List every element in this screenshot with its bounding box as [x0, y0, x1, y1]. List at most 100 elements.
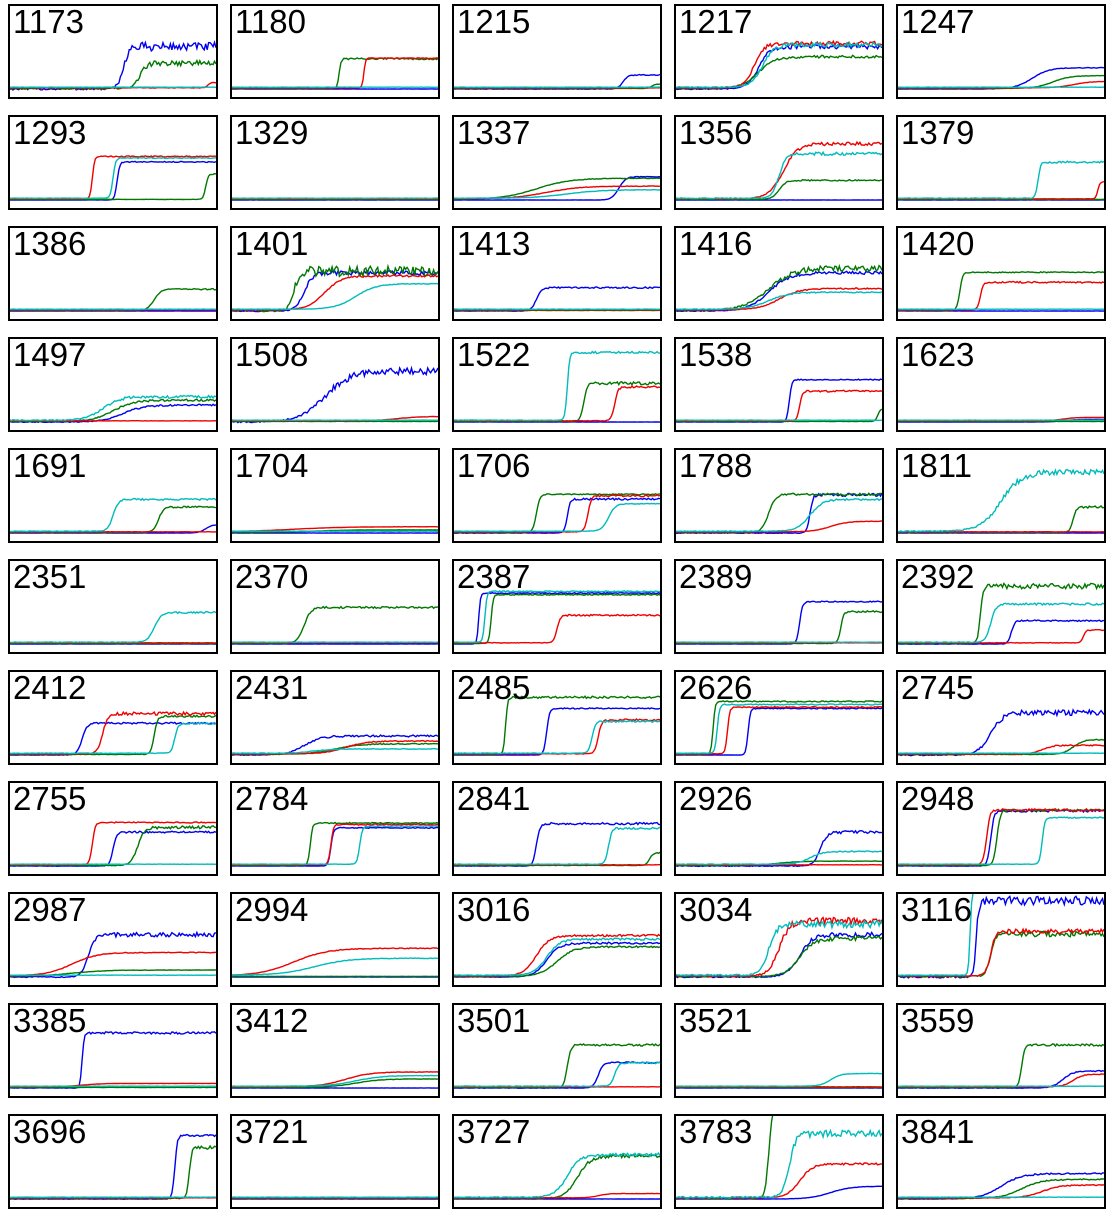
series-line-cyan — [454, 1061, 660, 1088]
series-line-green — [676, 934, 882, 978]
series-line-red — [676, 287, 882, 311]
series-line-blue — [454, 175, 660, 201]
series-line-blue — [898, 619, 1104, 645]
series-line-red — [898, 181, 1104, 200]
series-line-cyan — [454, 502, 660, 533]
chart-panel-1623: 1623 — [896, 337, 1106, 432]
chart-panel-1401: 1401 — [230, 226, 440, 321]
panel-plot — [454, 1043, 660, 1089]
series-line-blue — [676, 600, 882, 645]
series-line-blue — [676, 270, 882, 313]
panel-plot — [232, 263, 438, 313]
series-line-cyan — [10, 610, 216, 644]
panel-plot — [454, 590, 660, 645]
series-line-green — [454, 695, 660, 756]
series-line-red — [676, 389, 882, 422]
chart-panel-1538: 1538 — [674, 337, 884, 432]
panel-plot — [898, 270, 1104, 312]
chart-panel-1293: 1293 — [8, 115, 218, 210]
series-line-green — [898, 1178, 1104, 1200]
chart-panel-3559: 3559 — [896, 1003, 1106, 1098]
series-line-green — [454, 944, 660, 978]
series-line-green — [676, 1116, 774, 1200]
series-line-cyan — [898, 816, 1104, 866]
chart-panel-2387: 2387 — [452, 559, 662, 654]
series-line-red — [454, 185, 660, 200]
chart-panel-1706: 1706 — [452, 448, 662, 543]
series-line-red — [676, 1162, 882, 1199]
series-line-blue — [676, 707, 882, 756]
series-line-red — [232, 947, 438, 976]
chart-panel-1497: 1497 — [8, 337, 218, 432]
chart-panel-1522: 1522 — [452, 337, 662, 432]
series-line-blue — [10, 403, 216, 424]
panel-plot — [454, 821, 660, 867]
series-line-blue — [676, 43, 882, 91]
panel-plot — [10, 1031, 216, 1089]
series-line-red — [10, 821, 216, 866]
series-line-green — [232, 263, 438, 313]
chart-panel-3841: 3841 — [896, 1114, 1106, 1209]
chart-panel-1508: 1508 — [230, 337, 440, 432]
series-line-green — [898, 582, 1104, 645]
series-line-green — [232, 605, 438, 645]
series-line-cyan — [676, 291, 882, 311]
series-line-blue — [10, 830, 216, 868]
series-line-green — [10, 714, 216, 756]
chart-panel-3696: 3696 — [8, 1114, 218, 1209]
series-line-green — [232, 57, 438, 90]
chart-panel-2994: 2994 — [230, 892, 440, 987]
panel-plot — [232, 734, 438, 757]
series-line-cyan — [676, 150, 882, 200]
series-line-blue — [898, 895, 1104, 979]
series-line-cyan — [232, 957, 438, 976]
chart-panel-2389: 2389 — [674, 559, 884, 654]
panel-plot — [676, 1116, 882, 1200]
series-line-cyan — [676, 703, 882, 755]
chart-panel-3521: 3521 — [674, 1003, 884, 1098]
panel-plot — [898, 160, 1104, 201]
series-line-green — [676, 609, 882, 645]
panel-plot — [454, 933, 660, 978]
series-line-cyan — [10, 394, 216, 422]
series-line-cyan — [898, 894, 974, 977]
panel-plot — [454, 695, 660, 756]
series-line-green — [898, 738, 1104, 756]
chart-panel-2948: 2948 — [896, 781, 1106, 876]
chart-panel-1691: 1691 — [8, 448, 218, 543]
series-line-green — [10, 287, 216, 312]
series-line-blue — [232, 826, 438, 867]
series-line-red — [898, 280, 1104, 311]
series-line-cyan — [454, 188, 660, 200]
chart-panel-1416: 1416 — [674, 226, 884, 321]
chart-panel-1413: 1413 — [452, 226, 662, 321]
panel-plot — [10, 821, 216, 868]
series-line-cyan — [454, 1152, 660, 1199]
chart-panel-3385: 3385 — [8, 1003, 218, 1098]
series-line-cyan — [676, 497, 882, 533]
panel-plot — [454, 286, 660, 312]
series-line-red — [898, 629, 1104, 644]
chart-panel-2485: 2485 — [452, 670, 662, 765]
panel-plot — [454, 73, 660, 91]
panel-plot — [676, 378, 882, 423]
series-line-blue — [232, 365, 438, 424]
panel-plot — [454, 350, 660, 423]
chart-panel-2392: 2392 — [896, 559, 1106, 654]
series-line-blue — [454, 707, 660, 756]
series-line-red — [454, 933, 660, 977]
series-line-blue — [676, 378, 882, 423]
series-line-blue — [232, 734, 438, 757]
panel-plot — [10, 287, 216, 312]
series-line-red — [898, 927, 1104, 978]
series-line-cyan — [232, 1074, 438, 1088]
panel-plot — [232, 525, 438, 534]
series-line-cyan — [676, 1128, 882, 1199]
series-line-cyan — [232, 282, 438, 311]
series-line-blue — [10, 1031, 216, 1089]
series-line-blue — [10, 930, 216, 979]
series-line-green — [898, 928, 1104, 978]
series-line-cyan — [10, 497, 216, 533]
chart-panel-2351: 2351 — [8, 559, 218, 654]
series-line-red — [898, 1073, 1104, 1088]
